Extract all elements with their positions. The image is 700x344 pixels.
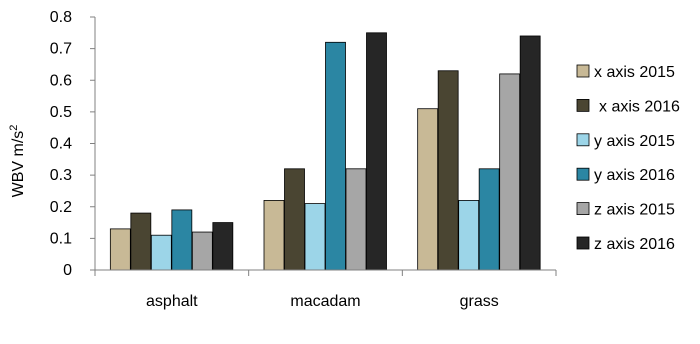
legend-label: y axis 2016 — [594, 167, 675, 184]
bar-macadam-x-axis-2015 — [263, 200, 285, 271]
bar-grass-z-axis-2016 — [519, 35, 541, 271]
legend-swatch — [576, 167, 590, 181]
bar-macadam-y-axis-2016 — [325, 41, 346, 271]
bar-asphalt-y-axis-2015 — [150, 234, 172, 271]
x-category-label: asphalt — [146, 293, 198, 310]
y-axis-title-text: WBV m/s — [10, 131, 27, 198]
bar-macadam-z-axis-2015 — [345, 168, 367, 271]
bar-asphalt-z-axis-2016 — [212, 222, 234, 271]
legend-label: z axis 2015 — [594, 202, 675, 219]
y-tick-label: 0.2 — [50, 199, 72, 216]
legend: x axis 2015 x axis 2016 y axis 2015 y axis … — [576, 64, 680, 253]
y-tick-label: 0 — [63, 262, 72, 279]
legend-label: z axis 2016 — [594, 236, 675, 253]
bar-grass-z-axis-2015 — [499, 73, 521, 271]
x-category-label: macadam — [290, 293, 360, 310]
legend-swatch — [576, 202, 590, 216]
y-tick-label: 0.7 — [50, 41, 72, 58]
y-axis-title: WBV m/s2 — [8, 125, 27, 198]
y-tick-label: 0.1 — [50, 230, 72, 247]
y-tick-label: 0.6 — [50, 72, 72, 89]
y-axis-ticks: 0 0.1 0.2 0.3 0.4 0.5 0.6 0.7 0.8 — [50, 9, 95, 279]
bars — [109, 32, 541, 271]
y-axis-title-superscript: 2 — [8, 125, 20, 131]
bar-asphalt-z-axis-2015 — [191, 231, 213, 271]
legend-label: y axis 2015 — [594, 133, 675, 150]
bar-asphalt-x-axis-2016 — [130, 212, 152, 271]
legend-swatch — [576, 133, 590, 147]
bar-macadam-x-axis-2016 — [284, 168, 305, 271]
legend-swatch — [576, 64, 590, 78]
bar-grass-x-axis-2015 — [417, 108, 439, 271]
legend-swatch — [576, 99, 590, 112]
bar-macadam-z-axis-2016 — [366, 32, 387, 271]
axes — [94, 17, 557, 276]
svg-text:WBV m/s2: WBV m/s2 — [8, 125, 27, 198]
bar-grass-x-axis-2016 — [437, 70, 459, 271]
bar-grass-y-axis-2016 — [478, 168, 500, 271]
bar-asphalt-y-axis-2016 — [171, 209, 193, 271]
x-axis-labels: asphalt macadam grass — [146, 293, 499, 310]
y-tick-label: 0.8 — [50, 9, 72, 26]
y-tick-label: 0.5 — [50, 104, 72, 121]
bar-asphalt-x-axis-2015 — [109, 228, 131, 271]
legend-swatch — [576, 236, 590, 250]
bar-macadam-y-axis-2015 — [304, 203, 326, 271]
x-category-label: grass — [460, 293, 499, 310]
legend-label: x axis 2015 — [594, 64, 675, 81]
y-tick-label: 0.3 — [50, 167, 72, 184]
y-tick-label: 0.4 — [50, 136, 72, 153]
bar-grass-y-axis-2015 — [458, 200, 480, 271]
legend-label: x axis 2016 — [599, 98, 680, 115]
